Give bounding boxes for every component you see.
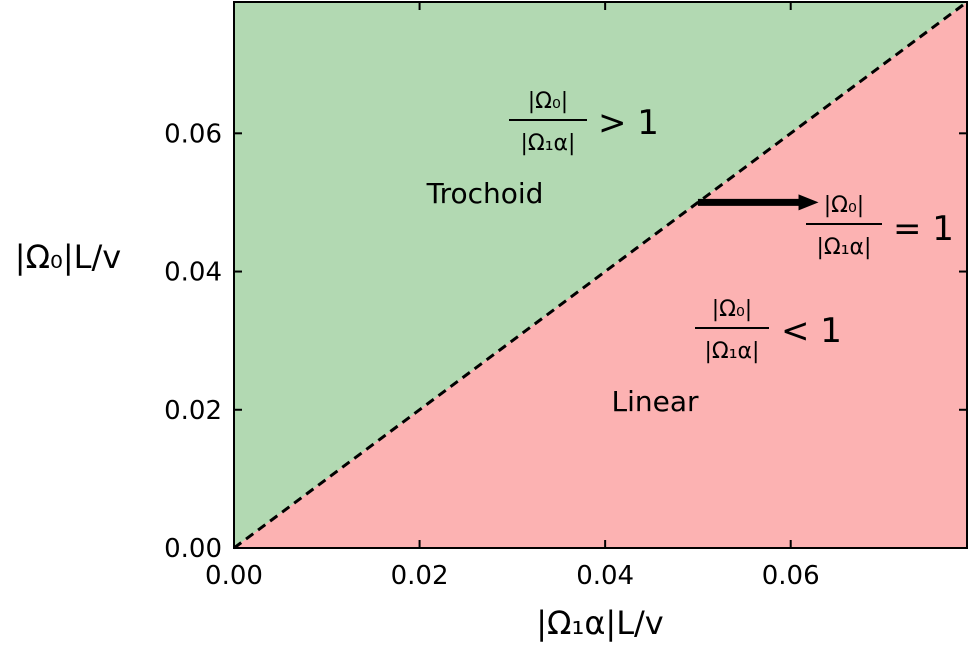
y-tick-label: 0.00 xyxy=(164,534,222,564)
boundary-annotation: |Ω₀| |Ω₁α| = 1 xyxy=(697,193,954,260)
y-tick-label: 0.04 xyxy=(164,258,222,288)
annotation-denominator: |Ω₁α| xyxy=(817,235,872,260)
plot-frame xyxy=(233,1,968,549)
x-tick-label: 0.00 xyxy=(205,561,263,591)
linear-condition-numerator: |Ω₀| xyxy=(712,297,752,322)
annotation-relation: = 1 xyxy=(893,209,954,249)
x-tick-label: 0.06 xyxy=(762,561,820,591)
y-tick-label: 0.06 xyxy=(164,119,222,149)
y-axis-ticks: 0.00 0.02 0.04 0.06 xyxy=(164,119,967,564)
y-axis-label: |Ω₀|L/v xyxy=(15,238,121,276)
x-tick-label: 0.04 xyxy=(576,561,634,591)
trochoid-condition: |Ω₀| |Ω₁α| > 1 xyxy=(509,89,659,156)
x-axis-label: |Ω₁α|L/v xyxy=(536,604,663,642)
annotation-arrow-head xyxy=(798,194,819,211)
trochoid-label: Trochoid xyxy=(426,177,544,210)
linear-condition-denominator: |Ω₁α| xyxy=(705,339,760,364)
trochoid-condition-denominator: |Ω₁α| xyxy=(521,131,576,156)
x-tick-label: 0.02 xyxy=(391,561,449,591)
boundary-line xyxy=(233,0,968,550)
trochoid-condition-numerator: |Ω₀| xyxy=(528,89,568,114)
trochoid-condition-relation: > 1 xyxy=(598,103,659,143)
x-axis-ticks: 0.00 0.02 0.04 0.06 xyxy=(205,2,820,591)
annotation-numerator: |Ω₀| xyxy=(824,193,864,218)
linear-condition-relation: < 1 xyxy=(781,311,842,351)
linear-condition: |Ω₀| |Ω₁α| < 1 xyxy=(695,297,842,364)
plot-area xyxy=(233,0,968,550)
linear-label: Linear xyxy=(611,385,699,418)
y-tick-label: 0.02 xyxy=(164,396,222,426)
